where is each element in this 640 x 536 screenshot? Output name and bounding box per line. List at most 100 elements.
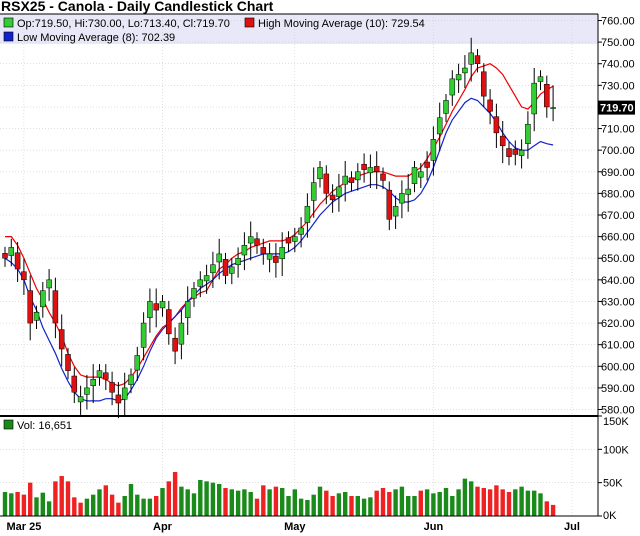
candle-body [197,279,204,287]
x-tick-label: Jul [564,521,580,533]
volume-bar [506,492,512,516]
candle-body [235,257,241,265]
volume-bar [91,494,96,516]
volume-bar [355,496,360,516]
price-tick-label: 690.00 [601,167,635,179]
volume-bar [424,489,430,516]
x-tick-label: Apr [153,521,173,533]
volume-bar [418,490,423,516]
low-ma-swatch [3,31,14,42]
volume-bar [242,489,247,516]
candlestick-series [2,37,556,419]
volume-bar [172,472,178,516]
volume-bar [450,496,455,516]
price-tick-label: 700.00 [601,145,635,157]
candle-body [191,288,197,299]
volume-bar [487,489,493,516]
candle-body [329,194,336,201]
volume-bar [204,481,209,516]
candle-body [285,237,292,244]
candle-body [222,259,229,276]
volume-bar [494,485,499,516]
volume-bar [210,482,216,516]
candle-body [147,301,153,318]
price-tick-label: 660.00 [601,232,635,244]
candle-body [184,301,191,318]
price-tick-label: 730.00 [601,80,635,92]
price-tick-label: 680.00 [601,188,635,200]
volume-bar [399,486,405,516]
candle-body [443,100,449,114]
candle-body [537,76,544,82]
volume-tick-label: 100K [603,444,629,456]
volume-bar [406,496,411,516]
candle-body [241,245,248,256]
candle-body [2,253,8,259]
candle-body [455,74,462,81]
candle-body [260,247,267,255]
candle-body [273,255,279,263]
volume-bar [2,492,8,516]
volume-bar [15,492,20,516]
volume-bar [154,496,159,516]
volume-tick-label: 0K [603,510,617,522]
high-ma-legend-text: High Moving Average (10): 729.54 [258,18,425,30]
candle-body [317,167,323,180]
volume-bar [481,488,486,516]
volume-tick-label: 50K [603,478,623,490]
candle-body [8,247,15,256]
price-tick-label: 580.00 [601,405,635,417]
price-tick-label: 760.00 [601,15,635,27]
candle-body [468,52,474,65]
candle-body [40,290,46,308]
candle-body [342,175,348,185]
candle-body [216,253,222,263]
volume-bar [122,496,127,516]
low-ma-legend-text: Low Moving Average (8): 702.39 [17,32,175,44]
price-tick-label: 750.00 [601,37,635,49]
chart-title: RSX25 - Canola - Daily Candlestick Chart [1,0,274,14]
volume-bar [147,498,153,516]
volume-bar [500,489,505,516]
candle-body [58,329,65,350]
price-tick-label: 610.00 [601,340,635,352]
candle-body [103,372,109,380]
volume-bar [116,502,121,516]
volume-bar [387,492,392,516]
volume-bar [349,496,354,516]
price-tick-label: 670.00 [601,210,635,222]
candle-body [499,135,506,147]
candle-body [178,322,185,345]
candle-body [481,71,487,97]
candle-body [121,387,128,400]
candle-body [71,375,78,393]
volume-bar [292,489,297,516]
candle-body [518,149,525,156]
x-tick-label: May [284,521,306,533]
price-tick-label: 620.00 [601,318,635,330]
volume-bar [343,492,348,516]
volume-bar [59,476,64,516]
volume-bar [9,493,14,516]
volume-bar [469,481,474,516]
ohlc-swatch [3,17,14,28]
candle-body [367,167,374,174]
candle-body [21,271,27,281]
candle-body [386,189,393,220]
volume-bar [53,481,58,516]
price-tick-label: 710.00 [601,124,635,136]
volume-tick-label: 150K [603,416,629,428]
volume-bar [235,490,241,516]
candle-body [128,374,134,385]
volume-bar [550,504,556,516]
volume-bar [21,494,27,516]
volume-bar [198,480,203,516]
candle-body [77,396,84,403]
volume-bar [538,493,543,516]
volume-bar [40,492,45,516]
volume-bar [65,481,71,516]
high-moving-average-line [5,63,554,387]
candle-body [84,387,90,395]
candle-body [436,117,443,135]
candle-body [115,394,122,404]
